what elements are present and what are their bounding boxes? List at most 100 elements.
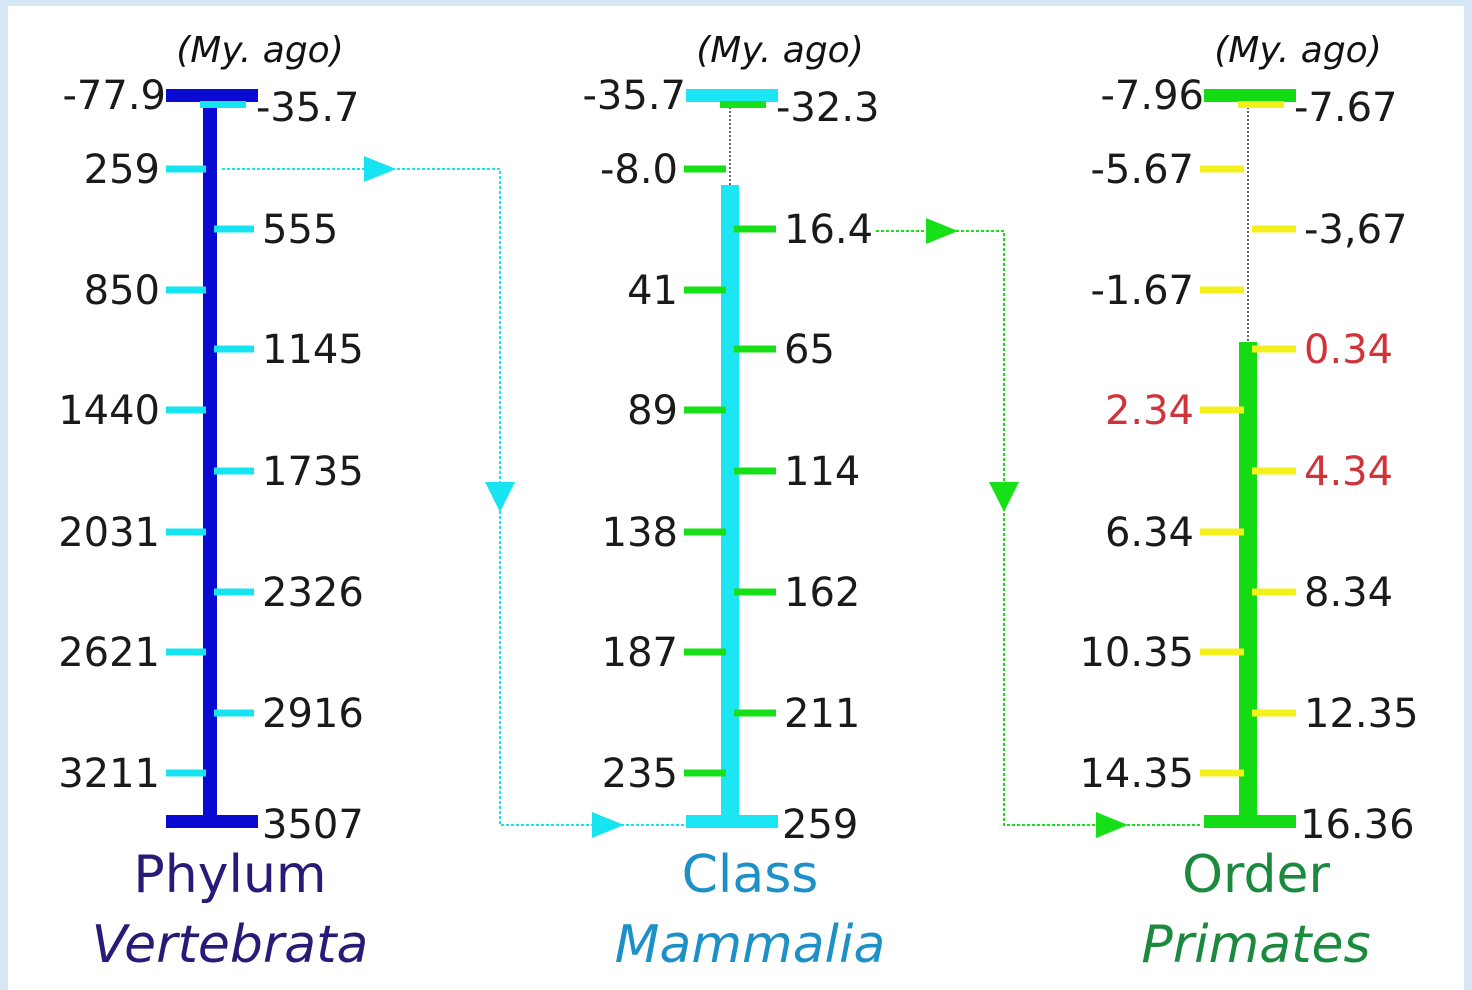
- tick-left-187: [684, 648, 726, 656]
- label-right-114: 114: [784, 449, 860, 495]
- tick-left-850: [166, 286, 206, 294]
- tick-right-555: [214, 225, 254, 233]
- label-right-2916: 2916: [262, 691, 364, 737]
- axis-top-cap: [166, 89, 258, 102]
- unit-label: (My. ago): [1214, 30, 1381, 71]
- column-class: (My. ago)-35.7 -32.3 -8.0 41 89 138 187 235 16.4…: [583, 30, 886, 975]
- tick-left-10-35: [1200, 648, 1244, 656]
- tick-top-right: [1238, 101, 1284, 108]
- label-left-187: 187: [602, 630, 678, 676]
- column-order: (My. ago)-7.96 -7.67 -5.67 -1.67 2.34 6.34 10.…: [1079, 30, 1418, 975]
- label-right-0-34: 0.34: [1304, 327, 1393, 373]
- arrow-down-icon: [989, 482, 1019, 512]
- label-left-850: 850: [84, 268, 160, 314]
- tick-top-right: [720, 101, 766, 108]
- label-left-10-35: 10.35: [1079, 630, 1194, 676]
- tick-left-235: [684, 769, 726, 777]
- taxon-name: Mammalia: [615, 915, 886, 975]
- tick-left-5-67: [1200, 165, 1244, 173]
- rank-name: Phylum: [133, 845, 326, 905]
- label-left-138: 138: [602, 510, 678, 556]
- label-bottom: 16.36: [1300, 802, 1415, 848]
- label-left-2031: 2031: [58, 510, 160, 556]
- label-right-8-34: 8.34: [1304, 570, 1393, 616]
- label-right-2326: 2326: [262, 570, 364, 616]
- label-right-16-4: 16.4: [784, 207, 873, 253]
- label-top-right: -35.7: [256, 85, 360, 131]
- label-right-4-34: 4.34: [1304, 449, 1393, 495]
- arrow-down-icon: [485, 482, 515, 512]
- label-left-5-67: -5.67: [1091, 147, 1195, 193]
- tick-right-16-4: [734, 225, 776, 233]
- label-top-left: -77.9: [63, 73, 167, 119]
- tick-left-259: [166, 165, 206, 173]
- label-top-left: -7.96: [1101, 73, 1205, 119]
- tick-left-3211: [166, 769, 206, 777]
- tick-left-6-34: [1200, 528, 1244, 536]
- arrow-right-icon: [364, 156, 396, 182]
- axis-bar: [721, 185, 739, 822]
- taxon-name: Primates: [1141, 915, 1370, 975]
- label-left-235: 235: [602, 751, 678, 797]
- tick-left-2-34: [1200, 406, 1244, 414]
- label-right-1145: 1145: [262, 327, 364, 373]
- tick-right-12-35: [1252, 709, 1296, 717]
- label-left-2621: 2621: [58, 630, 160, 676]
- arrow-right-icon: [592, 812, 624, 838]
- tick-right-114: [734, 467, 776, 475]
- tick-right-162: [734, 588, 776, 596]
- tick-left-2031: [166, 528, 206, 536]
- tick-right-2916: [214, 709, 254, 717]
- label-left-14-35: 14.35: [1079, 751, 1194, 797]
- arrow-right-icon: [926, 218, 958, 244]
- label-left-1-67: -1.67: [1091, 268, 1195, 314]
- label-top-left: -35.7: [583, 73, 687, 119]
- tick-right-3-67: [1252, 225, 1296, 233]
- label-right-12-35: 12.35: [1304, 691, 1419, 737]
- taxon-name: Vertebrata: [92, 915, 369, 975]
- axis-bar: [203, 105, 217, 822]
- axis-top-cap: [686, 89, 778, 102]
- axis-top-cap: [1204, 89, 1296, 102]
- axis-bottom-cap: [166, 815, 258, 828]
- label-right-555: 555: [262, 207, 338, 253]
- tick-top-right: [200, 101, 246, 108]
- tick-left-1-67: [1200, 286, 1244, 294]
- label-right-65: 65: [784, 327, 835, 373]
- tick-right-211: [734, 709, 776, 717]
- tick-right-2326: [214, 588, 254, 596]
- label-right-162: 162: [784, 570, 860, 616]
- tick-right-1145: [214, 345, 254, 353]
- label-left-1440: 1440: [58, 388, 160, 434]
- tick-left-2621: [166, 648, 206, 656]
- label-left-3211: 3211: [58, 751, 160, 797]
- axis-bottom-cap: [1204, 815, 1296, 828]
- label-left-41: 41: [627, 268, 678, 314]
- unit-label: (My. ago): [696, 30, 863, 71]
- rank-name: Order: [1182, 845, 1330, 905]
- label-right-1735: 1735: [262, 449, 364, 495]
- axis-bottom-cap: [686, 815, 778, 828]
- tick-left-89: [684, 406, 726, 414]
- tick-left-138: [684, 528, 726, 536]
- tick-left-8-0: [684, 165, 726, 173]
- tick-left-1440: [166, 406, 206, 414]
- label-left-8-0: -8.0: [600, 147, 678, 193]
- diagram-canvas: (My. ago) -77.9 -35.7 259 850 1440 2031 2621 321…: [8, 6, 1464, 990]
- arrow-right-icon: [1096, 812, 1128, 838]
- tick-right-1735: [214, 467, 254, 475]
- label-bottom: 259: [782, 802, 858, 848]
- tick-left-41: [684, 286, 726, 294]
- label-right-211: 211: [784, 691, 860, 737]
- tick-right-8-34: [1252, 588, 1296, 596]
- tick-right-4-34: [1252, 467, 1296, 475]
- label-top-right: -7.67: [1294, 85, 1398, 131]
- timescale-diagram: (My. ago) -77.9 -35.7 259 850 1440 2031 2621 321…: [58, 30, 1418, 975]
- tick-right-0-34: [1252, 345, 1296, 353]
- label-right-3-67: -3,67: [1304, 207, 1408, 253]
- label-bottom: 3507: [262, 802, 364, 848]
- label-top-right: -32.3: [776, 85, 880, 131]
- label-left-259: 259: [84, 147, 160, 193]
- connector-layer: [222, 156, 1200, 838]
- label-left-89: 89: [627, 388, 678, 434]
